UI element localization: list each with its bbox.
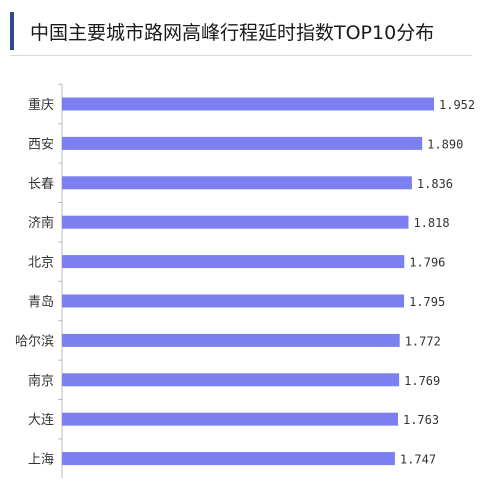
bar xyxy=(62,412,398,426)
title-divider xyxy=(10,55,472,56)
category-label: 重庆 xyxy=(28,97,54,113)
category-label: 济南 xyxy=(28,215,54,231)
category-label: 北京 xyxy=(28,256,54,271)
category-label: 西安 xyxy=(28,137,54,152)
category-label: 青岛 xyxy=(28,294,54,310)
category-label: 长春 xyxy=(28,177,54,192)
value-label: 1.763 xyxy=(403,413,439,427)
value-label: 1.796 xyxy=(409,256,445,270)
bar xyxy=(62,97,434,111)
value-label: 1.952 xyxy=(439,98,475,112)
bar xyxy=(62,255,405,269)
value-label: 1.747 xyxy=(400,453,436,467)
bar xyxy=(62,215,409,229)
category-label: 大连 xyxy=(28,412,54,428)
chart-title: 中国主要城市路网高峰行程延时指数TOP10分布 xyxy=(30,22,435,44)
bar xyxy=(62,333,400,347)
value-label: 1.795 xyxy=(409,295,445,309)
value-label: 1.818 xyxy=(413,216,449,230)
chart-title-bar: 中国主要城市路网高峰行程延时指数TOP10分布 xyxy=(10,12,472,50)
bar xyxy=(62,294,405,308)
value-label: 1.769 xyxy=(404,374,440,388)
bar xyxy=(62,176,412,190)
category-label: 上海 xyxy=(28,453,54,468)
bar xyxy=(62,136,423,150)
value-label: 1.890 xyxy=(427,137,463,151)
category-label: 南京 xyxy=(28,373,54,389)
value-label: 1.772 xyxy=(405,334,441,348)
bar xyxy=(62,452,395,466)
value-label: 1.836 xyxy=(417,177,453,191)
bar xyxy=(62,373,400,387)
category-label: 哈尔滨 xyxy=(15,333,54,349)
